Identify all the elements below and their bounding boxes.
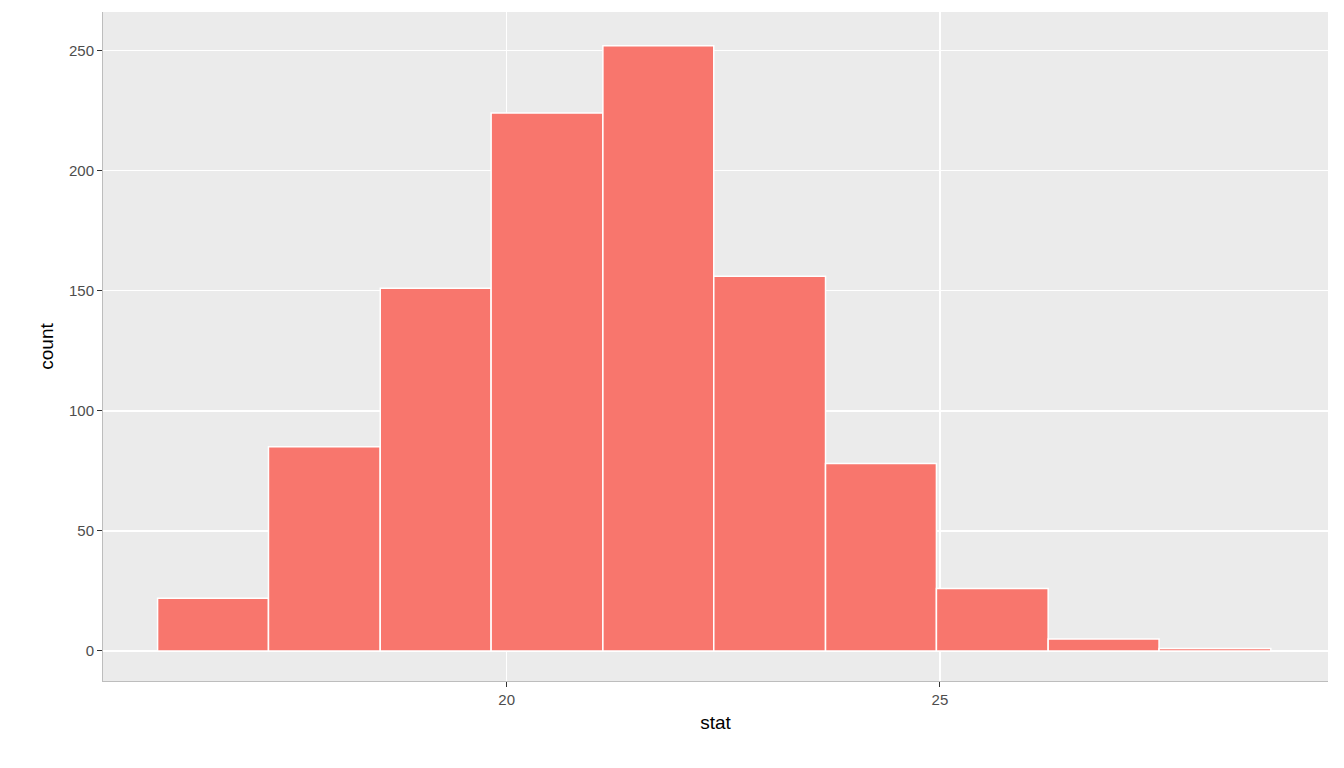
svg-text:25: 25 bbox=[932, 691, 949, 708]
svg-text:stat: stat bbox=[700, 712, 731, 733]
svg-text:150: 150 bbox=[69, 282, 94, 299]
svg-text:250: 250 bbox=[69, 42, 94, 59]
svg-text:0: 0 bbox=[86, 642, 94, 659]
svg-text:20: 20 bbox=[498, 691, 515, 708]
svg-text:count: count bbox=[36, 323, 57, 370]
svg-text:50: 50 bbox=[77, 522, 94, 539]
svg-text:100: 100 bbox=[69, 402, 94, 419]
svg-text:200: 200 bbox=[69, 162, 94, 179]
